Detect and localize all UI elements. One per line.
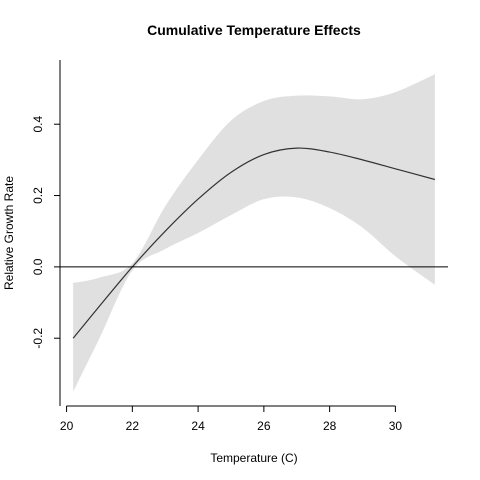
x-tick-label: 30 (389, 419, 403, 433)
x-tick-label: 22 (126, 419, 140, 433)
y-tick-label: 0.0 (31, 258, 45, 275)
x-tick-label: 26 (257, 419, 271, 433)
fitted-curve (72, 147, 436, 339)
x-tick-label: 28 (323, 419, 337, 433)
x-axis-label: Temperature (C) (210, 451, 297, 465)
x-tick-label: 24 (191, 419, 205, 433)
y-axis-label: Relative Growth Rate (2, 176, 16, 290)
plot-area (60, 74, 448, 392)
y-tick-label: -0.2 (31, 328, 45, 349)
x-tick-label: 20 (60, 419, 74, 433)
chart-title: Cumulative Temperature Effects (147, 22, 361, 38)
y-tick-label: 0.2 (31, 187, 45, 204)
axes: 20 22 24 26 28 30 -0.2 0.0 0.2 0.4 (31, 60, 402, 433)
confidence-band (73, 74, 435, 392)
y-tick-label: 0.4 (31, 116, 45, 133)
